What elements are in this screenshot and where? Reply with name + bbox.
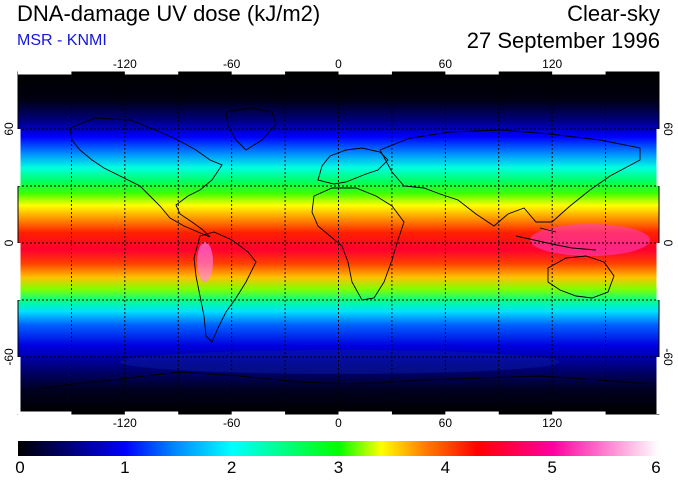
condition-label: Clear-sky <box>567 1 660 26</box>
frame-ticks <box>17 71 660 415</box>
coast-africa <box>311 187 405 301</box>
lon-label-top: 0 <box>335 57 342 71</box>
lat-label-right: 0 <box>661 240 675 247</box>
lon-label-bottom: -120 <box>113 416 137 430</box>
colorbar-label: 2 <box>226 458 237 477</box>
lon-label-top: 60 <box>439 57 453 71</box>
lat-label-left: -60 <box>2 348 16 366</box>
colorbar-label: 6 <box>651 458 661 477</box>
lat-label-right: 60 <box>661 122 675 136</box>
coast-australia <box>547 255 615 299</box>
lon-labels-top: -120 -60 0 60 120 <box>113 57 563 71</box>
lon-label-bottom: -60 <box>223 416 241 430</box>
colorbar-label: 3 <box>333 458 344 477</box>
graticule <box>18 72 659 414</box>
uv-lowspot-southocean <box>120 350 560 374</box>
colorbar <box>18 441 659 456</box>
map-title: DNA-damage UV dose (kJ/m2) <box>17 1 321 26</box>
uv-field-variations <box>120 224 650 374</box>
date-label: 27 September 1996 <box>466 28 660 53</box>
lon-label-top: -120 <box>113 57 137 71</box>
coast-europe <box>317 147 389 185</box>
source-label: MSR - KNMI <box>17 32 107 49</box>
coast-antarctica <box>39 371 651 389</box>
coast-south-america <box>193 231 257 343</box>
colorbar-label: 5 <box>547 458 557 477</box>
colorbar-label: 1 <box>120 458 130 477</box>
uv-hotspot-andes <box>197 242 213 282</box>
lat-label-left: 60 <box>2 122 16 136</box>
lon-label-top: -60 <box>223 57 241 71</box>
coast-north-america <box>69 117 223 238</box>
lon-label-top: 120 <box>542 57 562 71</box>
uv-hotspot-pacific <box>530 224 650 256</box>
lat-label-right: -60 <box>661 348 675 366</box>
coast-greenland <box>225 107 277 151</box>
lat-labels-right: 60 0 -60 <box>661 122 675 366</box>
lon-labels-bottom: -120 -60 0 60 120 <box>113 416 563 430</box>
lon-label-bottom: 60 <box>439 416 453 430</box>
lat-label-left: 0 <box>2 239 16 246</box>
colorbar-label: 4 <box>440 458 451 477</box>
lon-label-bottom: 120 <box>542 416 562 430</box>
lon-label-bottom: 0 <box>335 416 342 430</box>
lat-labels-left: 60 0 -60 <box>2 122 16 366</box>
colorbar-label: 0 <box>15 458 25 477</box>
